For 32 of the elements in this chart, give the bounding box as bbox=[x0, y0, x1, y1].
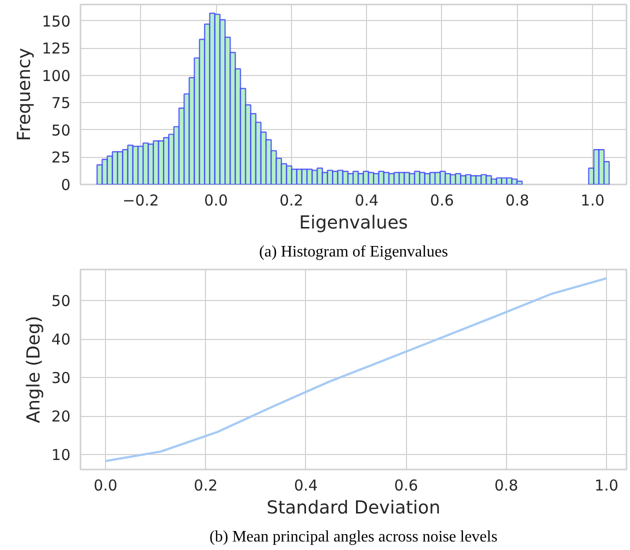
y-tick-label: 25 bbox=[51, 148, 71, 167]
y-tick-label: 20 bbox=[51, 408, 71, 426]
x-tick-label: 0.2 bbox=[194, 476, 218, 494]
x-tick-label: 0.8 bbox=[505, 192, 530, 210]
y-tick-label: 75 bbox=[51, 94, 71, 112]
y-tick-label: 10 bbox=[51, 446, 71, 464]
x-axis-title: Eigenvalues bbox=[299, 212, 408, 234]
y-tick-label: 50 bbox=[51, 292, 71, 310]
y-tick-label: 40 bbox=[51, 330, 71, 349]
x-tick-label: 0.0 bbox=[204, 192, 228, 210]
x-tick-label: 0.0 bbox=[94, 476, 118, 494]
x-tick-label: 1.0 bbox=[594, 476, 618, 494]
text: (b) Mean principal angles across noise levels bbox=[210, 528, 498, 546]
x-axis-title: Standard Deviation bbox=[266, 498, 440, 518]
x-tick-label: 0.4 bbox=[294, 476, 318, 494]
y-tick-label: 0 bbox=[60, 176, 71, 194]
y-axis-title: Frequency bbox=[14, 48, 35, 141]
y-tick-label: 150 bbox=[42, 12, 71, 30]
x-tick-label: 0.2 bbox=[279, 192, 304, 210]
x-tick-label: 0.4 bbox=[354, 192, 379, 210]
y-tick-label: 100 bbox=[42, 66, 71, 85]
x-tick-label: 1.0 bbox=[580, 192, 605, 210]
y-tick-label: 125 bbox=[42, 40, 71, 58]
x-tick-label: 0.8 bbox=[494, 476, 518, 494]
x-tick-label: 0.6 bbox=[394, 476, 418, 494]
line-series bbox=[104, 277, 608, 462]
x-tick-label: 0.6 bbox=[430, 192, 454, 210]
y-tick-label: 50 bbox=[51, 121, 71, 140]
y-tick-label: 30 bbox=[51, 369, 71, 388]
x-tick-label: −0.2 bbox=[122, 192, 159, 210]
text: (a) Histogram of Eigenvalues bbox=[259, 244, 448, 260]
y-axis-title: Angle (Deg) bbox=[23, 316, 44, 424]
